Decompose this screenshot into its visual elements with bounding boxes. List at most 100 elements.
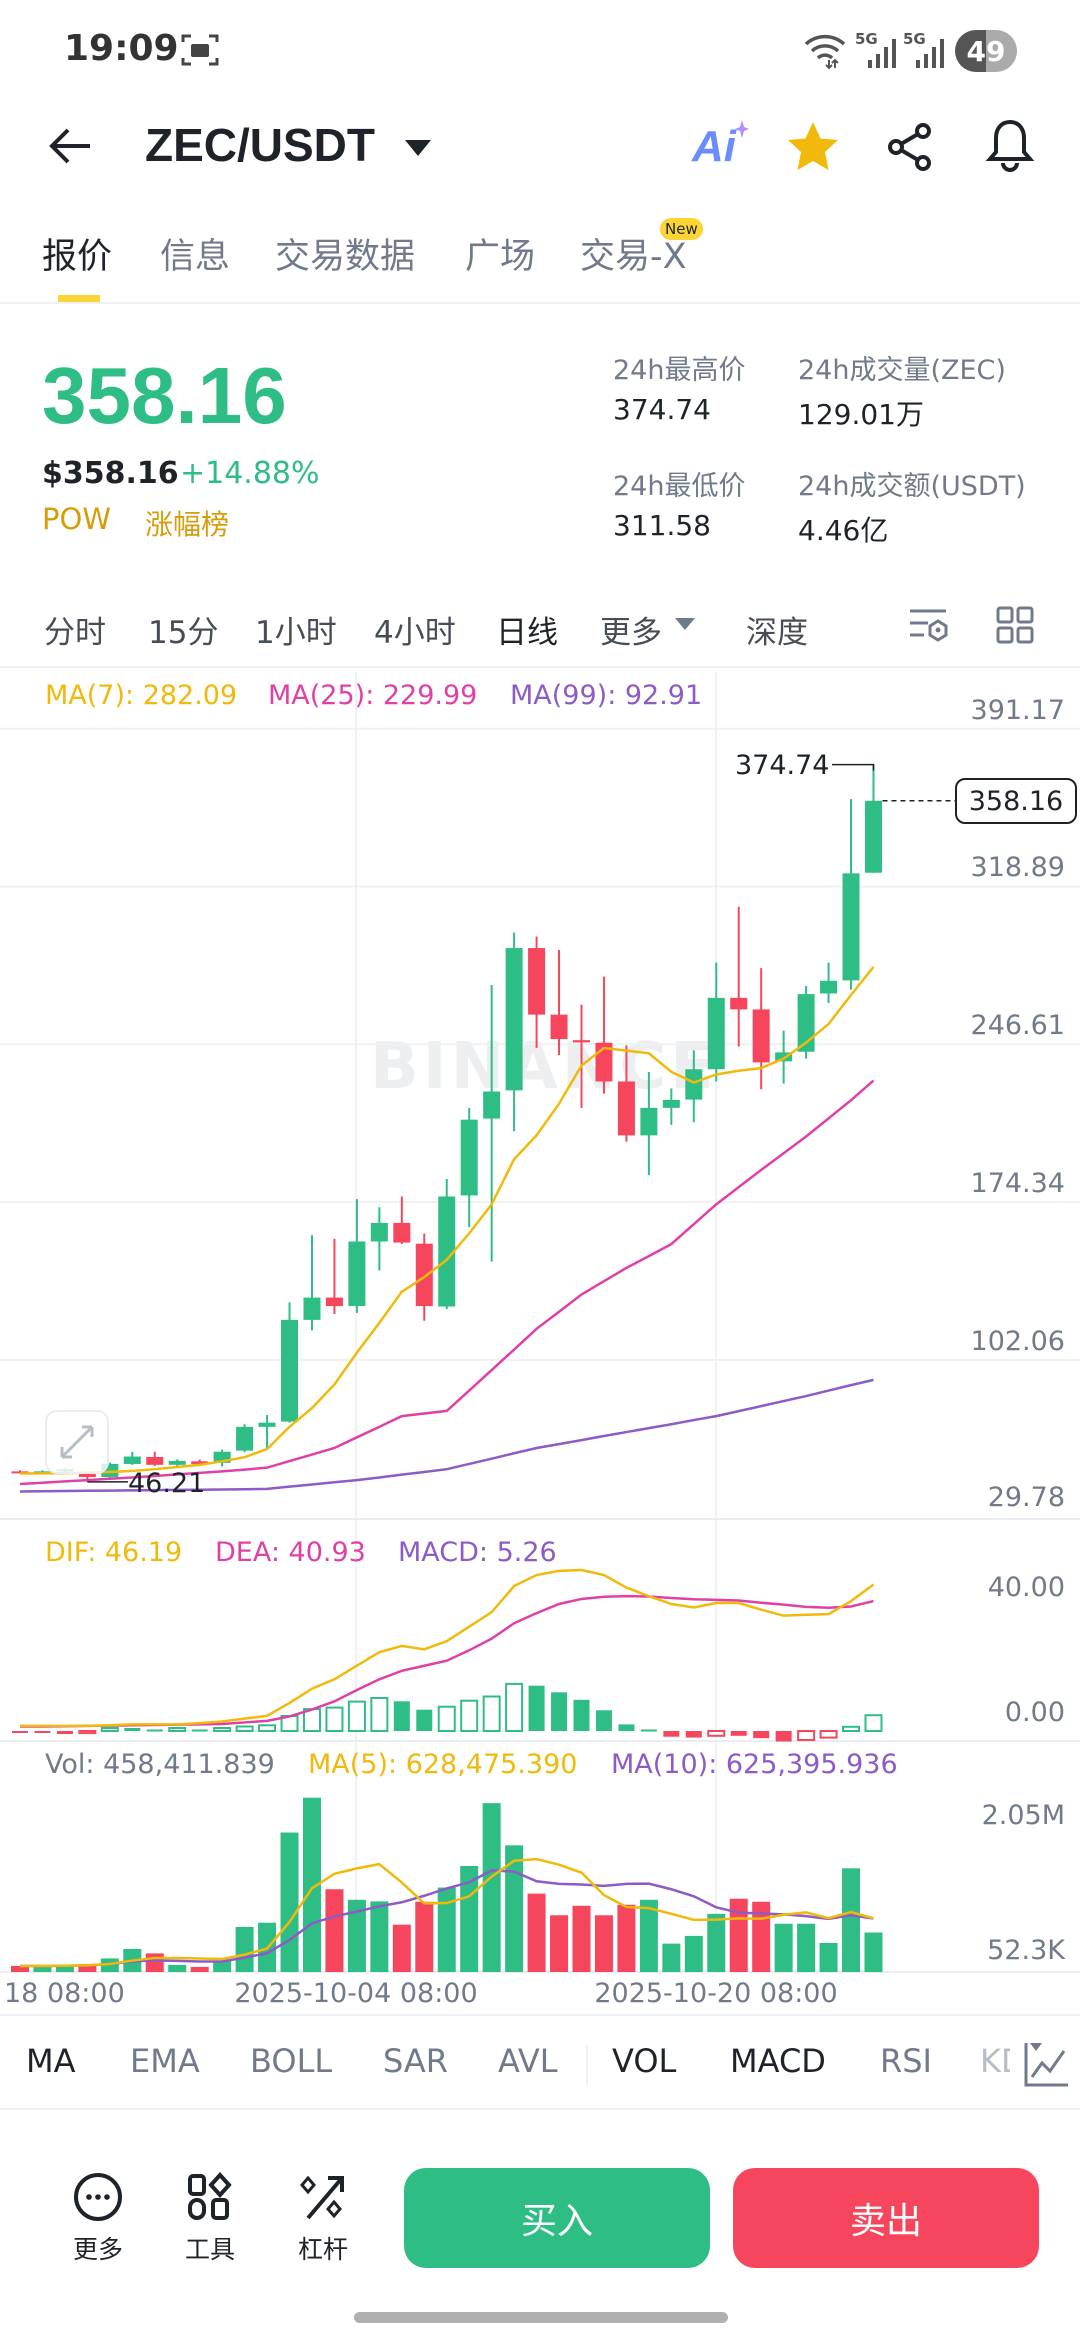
more-dropdown-icon[interactable]: [675, 618, 695, 632]
ma7-line: [19, 966, 875, 1475]
home-indicator[interactable]: [354, 2312, 728, 2323]
more-label[interactable]: 更多: [72, 2235, 123, 2264]
back-arrow-icon[interactable]: [46, 125, 94, 167]
ma99-legend: MA(99): 92.91: [510, 680, 703, 711]
price-tick: 29.78: [987, 1482, 1065, 1513]
macd-histogram-bar: [56, 1731, 73, 1734]
macd-histogram-bar: [213, 1727, 232, 1732]
interval-more[interactable]: 更多: [600, 615, 662, 651]
indicator-ma[interactable]: MA: [26, 2042, 76, 2080]
volume-bar: [774, 1923, 793, 1972]
buy-button[interactable]: 买入: [404, 2168, 710, 2268]
candle-body: [685, 1069, 703, 1100]
indicator-separator: [586, 2045, 588, 2085]
indicator-settings-button[interactable]: [1010, 2035, 1080, 2095]
indicator-avl[interactable]: AVL: [498, 2042, 558, 2080]
tab-trade-x[interactable]: 交易-X: [580, 237, 687, 277]
candle-body: [483, 1091, 501, 1119]
share-icon[interactable]: [886, 122, 936, 172]
gainers-link[interactable]: 涨幅榜: [145, 508, 230, 541]
indicator-rsi[interactable]: RSI: [880, 2042, 932, 2080]
indicator-chart-icon: [1024, 2043, 1068, 2087]
current-price-label: 358.16: [955, 778, 1077, 824]
volume-bar: [100, 1958, 119, 1972]
indicator-macd[interactable]: MACD: [730, 2042, 826, 2080]
macd-histogram-bar: [12, 1731, 28, 1733]
macd-histogram-bar: [775, 1731, 792, 1742]
divider: [0, 2014, 1080, 2016]
expand-icon: [60, 1425, 94, 1459]
tab-trading-data[interactable]: 交易数据: [275, 237, 416, 277]
ma7-legend: MA(7): 282.09: [45, 680, 238, 711]
interval-timeline[interactable]: 分时: [44, 615, 106, 651]
macd-histogram-bar: [460, 1699, 479, 1732]
star-icon[interactable]: [786, 120, 840, 172]
bell-icon[interactable]: [985, 118, 1035, 174]
candle-body: [348, 1241, 366, 1307]
indicator-sar[interactable]: SAR: [383, 2042, 449, 2080]
volume-bar: [392, 1924, 411, 1972]
indicator-vol[interactable]: VOL: [612, 2042, 677, 2080]
depth-tab[interactable]: 深度: [746, 615, 808, 651]
signal-5g-label-1: 5G: [855, 30, 878, 48]
cell-signal-icon-1: [868, 39, 896, 68]
macd-histogram-bar: [819, 1730, 838, 1739]
low-24h-label: 24h最低价: [613, 471, 746, 502]
battery-indicator: 49: [955, 30, 1017, 72]
candle-body: [617, 1081, 635, 1136]
candle-body: [191, 1461, 209, 1464]
volume-bar: [617, 1904, 636, 1972]
macd-tick: 40.00: [987, 1572, 1065, 1603]
status-time: 19:09: [64, 28, 179, 69]
chart-settings-icon[interactable]: [908, 605, 950, 645]
high-24h-label: 24h最高价: [613, 355, 746, 386]
pair-title[interactable]: ZEC/USDT: [145, 119, 375, 171]
last-price: 358.16: [42, 351, 287, 440]
candle-body: [820, 980, 838, 994]
candle-body: [303, 1297, 321, 1320]
volume-tick: 2.05M: [981, 1800, 1065, 1831]
volume-bar: [33, 1965, 52, 1972]
volume-bar: [437, 1887, 456, 1972]
candle-body: [752, 1009, 770, 1063]
pow-tag[interactable]: POW: [42, 502, 111, 536]
macd-histogram-bar: [864, 1714, 883, 1732]
candle-body: [640, 1107, 658, 1136]
leverage-label[interactable]: 杠杆: [297, 2235, 348, 2264]
more-icon[interactable]: [73, 2172, 123, 2222]
interval-1h[interactable]: 1小时: [255, 615, 337, 651]
candle-body: [415, 1243, 433, 1307]
tab-square[interactable]: 广场: [465, 237, 536, 277]
macd-histogram-bar: [573, 1699, 590, 1731]
interval-4h[interactable]: 4小时: [374, 615, 456, 651]
high-24h-value: 374.74: [613, 393, 711, 426]
sell-button[interactable]: 卖出: [733, 2168, 1039, 2268]
tab-quote[interactable]: 报价: [42, 237, 113, 277]
interval-1d[interactable]: 日线: [496, 615, 558, 651]
leverage-icon[interactable]: [298, 2172, 348, 2222]
indicator-boll[interactable]: BOLL: [250, 2042, 333, 2080]
candle-body: [730, 997, 748, 1010]
fullscreen-button[interactable]: [45, 1410, 109, 1474]
macd-histogram-bar: [325, 1706, 344, 1732]
indicator-kd[interactable]: KD: [980, 2042, 1010, 2080]
signal-5g-label-2: 5G: [903, 30, 926, 48]
volume-bar: [325, 1889, 344, 1972]
volume-bar: [797, 1923, 816, 1972]
ai-icon[interactable]: Ai: [692, 122, 736, 171]
volume-bar: [684, 1935, 703, 1972]
tools-icon[interactable]: [186, 2172, 236, 2222]
macd-histogram-bar: [370, 1697, 389, 1732]
macd-histogram-bar: [235, 1725, 254, 1732]
tools-label[interactable]: 工具: [184, 2235, 235, 2264]
layout-grid-icon[interactable]: [995, 605, 1035, 645]
macd-histogram-bar: [146, 1729, 163, 1732]
interval-15m[interactable]: 15分: [148, 615, 219, 651]
dropdown-icon[interactable]: [405, 138, 431, 158]
wifi-icon: [804, 34, 846, 70]
price-tick: 246.61: [970, 1010, 1065, 1041]
tab-info[interactable]: 信息: [160, 237, 231, 277]
candle-body: [550, 1014, 568, 1040]
indicator-ema[interactable]: EMA: [130, 2042, 200, 2080]
